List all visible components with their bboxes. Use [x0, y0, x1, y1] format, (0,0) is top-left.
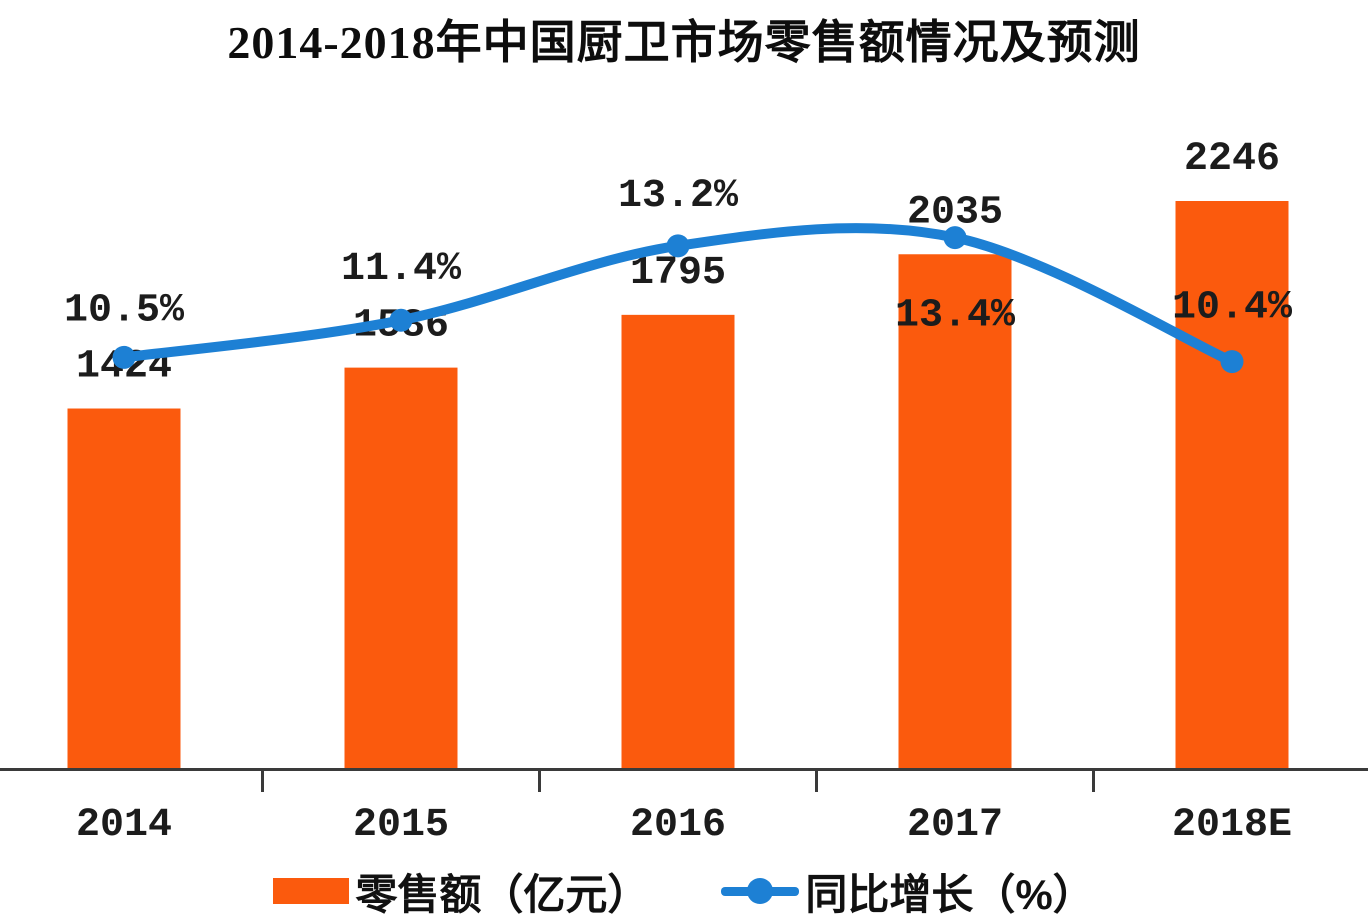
- growth-point-2018E: [1220, 350, 1244, 374]
- legend: 零售额（亿元） 同比增长（%）: [0, 862, 1368, 920]
- bar-2015: [344, 367, 458, 768]
- x-axis-label-2018E: 2018E: [1172, 803, 1292, 848]
- bar-value-label-2016: 1795: [630, 251, 726, 296]
- growth-point-2016: [666, 234, 690, 258]
- x-axis-label-2016: 2016: [630, 803, 726, 848]
- growth-label-2017: 13.4%: [895, 294, 1016, 339]
- bar-2018E: [1175, 200, 1289, 768]
- growth-label-2014: 10.5%: [64, 288, 185, 333]
- line-marker-icon: [721, 877, 800, 905]
- growth-point-2017: [943, 226, 967, 250]
- growth-point-2015: [389, 308, 413, 332]
- growth-point-2014: [112, 345, 136, 369]
- bar-2017: [898, 254, 1012, 768]
- growth-label-2018E: 10.4%: [1172, 286, 1293, 331]
- legend-label: 同比增长（%）: [805, 870, 1095, 918]
- chart-title: 2014-2018年中国厨卫市场零售额情况及预测: [227, 17, 1141, 68]
- bar-2014: [67, 408, 181, 768]
- legend-item-retail: 零售额（亿元）: [273, 861, 649, 922]
- bar-value-label-2018E: 2246: [1184, 137, 1280, 182]
- x-axis-label-2014: 2014: [76, 803, 172, 848]
- legend-dot-icon: [747, 878, 774, 904]
- legend-item-growth: 同比增长（%）: [721, 861, 1095, 922]
- legend-label: 零售额（亿元）: [355, 870, 650, 918]
- x-axis-label-2015: 2015: [353, 803, 449, 848]
- bar-2016: [621, 314, 735, 768]
- x-axis-label-2017: 2017: [907, 803, 1003, 848]
- growth-label-2016: 13.2%: [618, 174, 739, 219]
- growth-label-2015: 11.4%: [341, 247, 462, 292]
- bar-swatch-icon: [273, 878, 350, 904]
